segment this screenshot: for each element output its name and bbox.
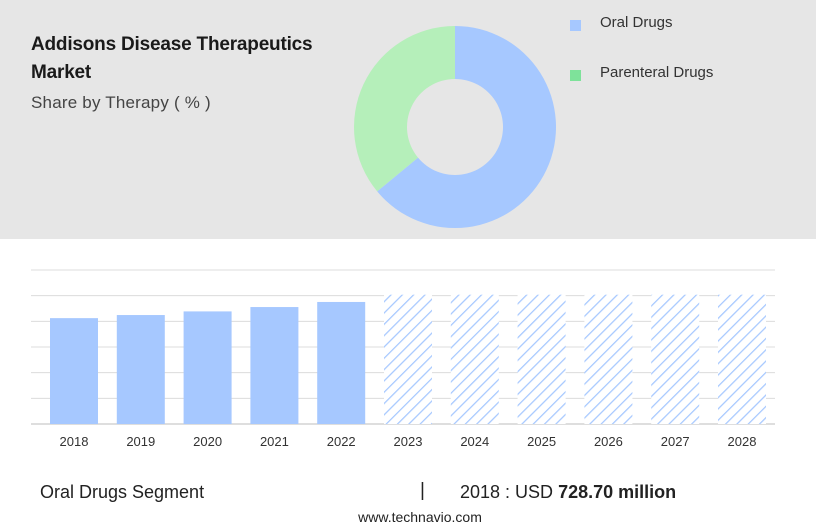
- bar-2022: [317, 301, 366, 424]
- bar-chart: 2018 2019 2020 2021 2022 2023 2024 2025 2026 2027…: [31, 269, 775, 449]
- x-tick-label-2021: 2021: [260, 434, 289, 449]
- x-tick-label-2020: 2020: [193, 434, 222, 449]
- donut-chart: [354, 26, 556, 229]
- x-tick-label-2025: 2025: [527, 434, 556, 449]
- x-tick-label-2019: 2019: [126, 434, 155, 449]
- legend-label-oral-drugs: Oral Drugs: [600, 14, 673, 31]
- source-link[interactable]: www.technavio.com: [358, 509, 482, 525]
- x-tick-label-2022: 2022: [327, 434, 356, 449]
- bar-2028: [718, 294, 766, 424]
- donut-slice-parenteral-drugs: [354, 26, 455, 192]
- bar-2026: [584, 294, 633, 424]
- x-tick-label-2028: 2028: [728, 434, 757, 449]
- legend-label-parenteral-drugs: Parenteral Drugs: [600, 64, 714, 81]
- x-tick-label-2018: 2018: [60, 434, 89, 449]
- x-tick-label-2026: 2026: [594, 434, 623, 449]
- bar-2023: [384, 294, 432, 424]
- x-tick-label-2024: 2024: [460, 434, 489, 449]
- bar-2020: [183, 311, 232, 424]
- legend-swatch-oral-drugs: [570, 20, 581, 31]
- bar-2021: [250, 307, 299, 424]
- legend-swatch-parenteral-drugs: [570, 70, 581, 81]
- footer-year-label: 2018 : USD: [460, 482, 554, 502]
- chart-title: Addisons Disease Therapeutics Market: [31, 34, 313, 83]
- footer-segment-label: Oral Drugs Segment: [40, 482, 205, 502]
- bar-2027: [651, 294, 700, 424]
- donut-slice-oral-drugs: [377, 26, 556, 229]
- footer-amount: 728.70 million: [558, 482, 677, 502]
- bar-2025: [517, 294, 566, 424]
- bar-2024: [450, 294, 499, 424]
- bar-2019: [116, 315, 165, 424]
- x-tick-label-2027: 2027: [661, 434, 690, 449]
- bar-2018: [50, 318, 98, 424]
- footer-divider: |: [420, 480, 425, 501]
- footer-value: 2018 : USD 728.70 million: [460, 482, 676, 503]
- chart-subtitle: Share by Therapy ( % ): [31, 93, 211, 112]
- x-tick-label-2023: 2023: [394, 434, 423, 449]
